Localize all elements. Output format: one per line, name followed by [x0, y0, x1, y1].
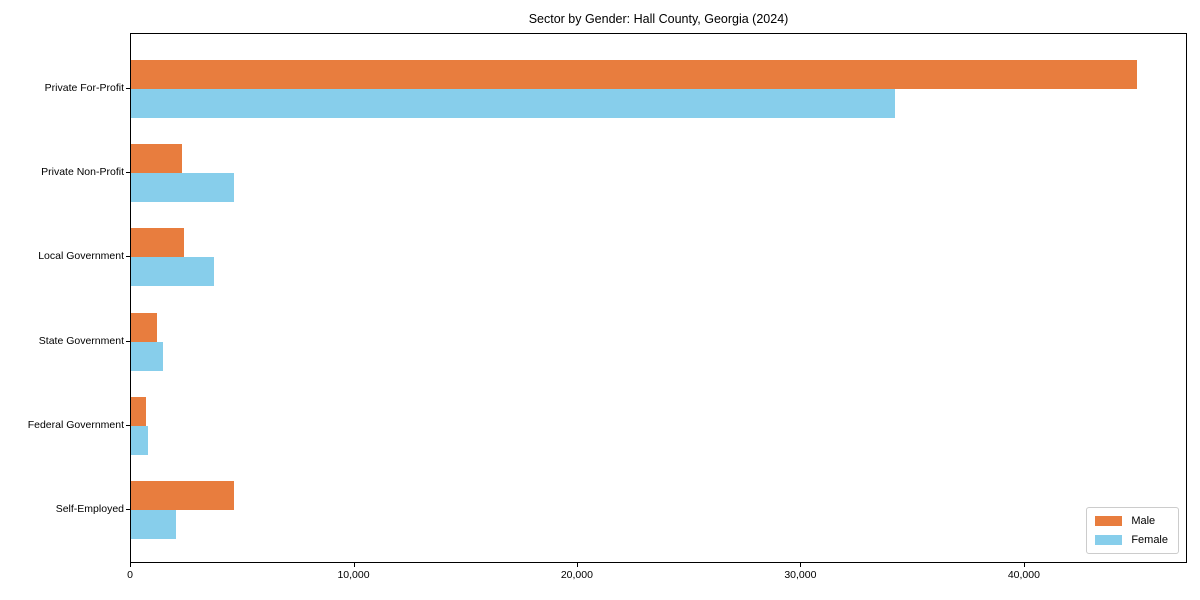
- xtick-label-40000: 40,000: [1007, 569, 1040, 581]
- ytick-mark-federal-government: [126, 424, 130, 426]
- xtick-label-30000: 30,000: [784, 569, 817, 581]
- ytick-label-private-non-profit: Private Non-Profit: [41, 166, 124, 179]
- ytick-label-self-employed: Self-Employed: [55, 503, 124, 515]
- legend-label-male: Male: [1131, 515, 1156, 527]
- bar-male-federal-government: [131, 396, 146, 426]
- ytick-mark-private-non-profit: [126, 172, 130, 174]
- chart-title: Sector by Gender: Hall County, Georgia (…: [528, 12, 789, 26]
- legend-label-female: Female: [1131, 534, 1168, 546]
- bar-female-local-government: [131, 257, 214, 287]
- bar-female-federal-government: [131, 425, 148, 455]
- ytick-label-private-for-profit: Private For-Profit: [44, 82, 124, 94]
- legend-swatch-male: [1095, 516, 1123, 526]
- legend-item-female: Female: [1095, 534, 1168, 546]
- plot-area: Male Female: [130, 33, 1187, 563]
- bar-female-self-employed: [131, 510, 176, 539]
- xtick-mark-30000: [800, 563, 802, 567]
- bar-female-private-for-profit: [131, 89, 896, 118]
- xtick-label-0: 0: [127, 569, 133, 581]
- xtick-label-10000: 10,000: [337, 569, 370, 581]
- xtick-mark-0: [130, 563, 131, 567]
- ytick-mark-self-employed: [126, 509, 130, 510]
- ytick-label-local-government: Local Government: [38, 250, 124, 263]
- ytick-mark-local-government: [126, 256, 130, 258]
- bar-male-self-employed: [131, 481, 234, 510]
- bar-male-local-government: [131, 228, 184, 258]
- legend-swatch-female: [1095, 535, 1123, 545]
- bar-male-private-non-profit: [131, 144, 183, 174]
- bar-female-private-non-profit: [131, 173, 234, 203]
- ytick-label-state-government: State Government: [38, 334, 124, 347]
- bar-male-state-government: [131, 312, 157, 342]
- bar-female-state-government: [131, 341, 164, 371]
- xtick-label-20000: 20,000: [560, 569, 593, 581]
- ytick-mark-private-for-profit: [126, 88, 130, 89]
- xtick-mark-10000: [353, 563, 355, 567]
- ytick-mark-state-government: [126, 340, 130, 342]
- xtick-mark-20000: [576, 563, 578, 567]
- xtick-mark-40000: [1023, 563, 1025, 567]
- ytick-label-federal-government: Federal Government: [27, 418, 124, 431]
- bar-male-private-for-profit: [131, 60, 1137, 89]
- bars-layer: [131, 34, 1186, 562]
- legend: Male Female: [1086, 507, 1179, 554]
- legend-item-male: Male: [1095, 515, 1168, 527]
